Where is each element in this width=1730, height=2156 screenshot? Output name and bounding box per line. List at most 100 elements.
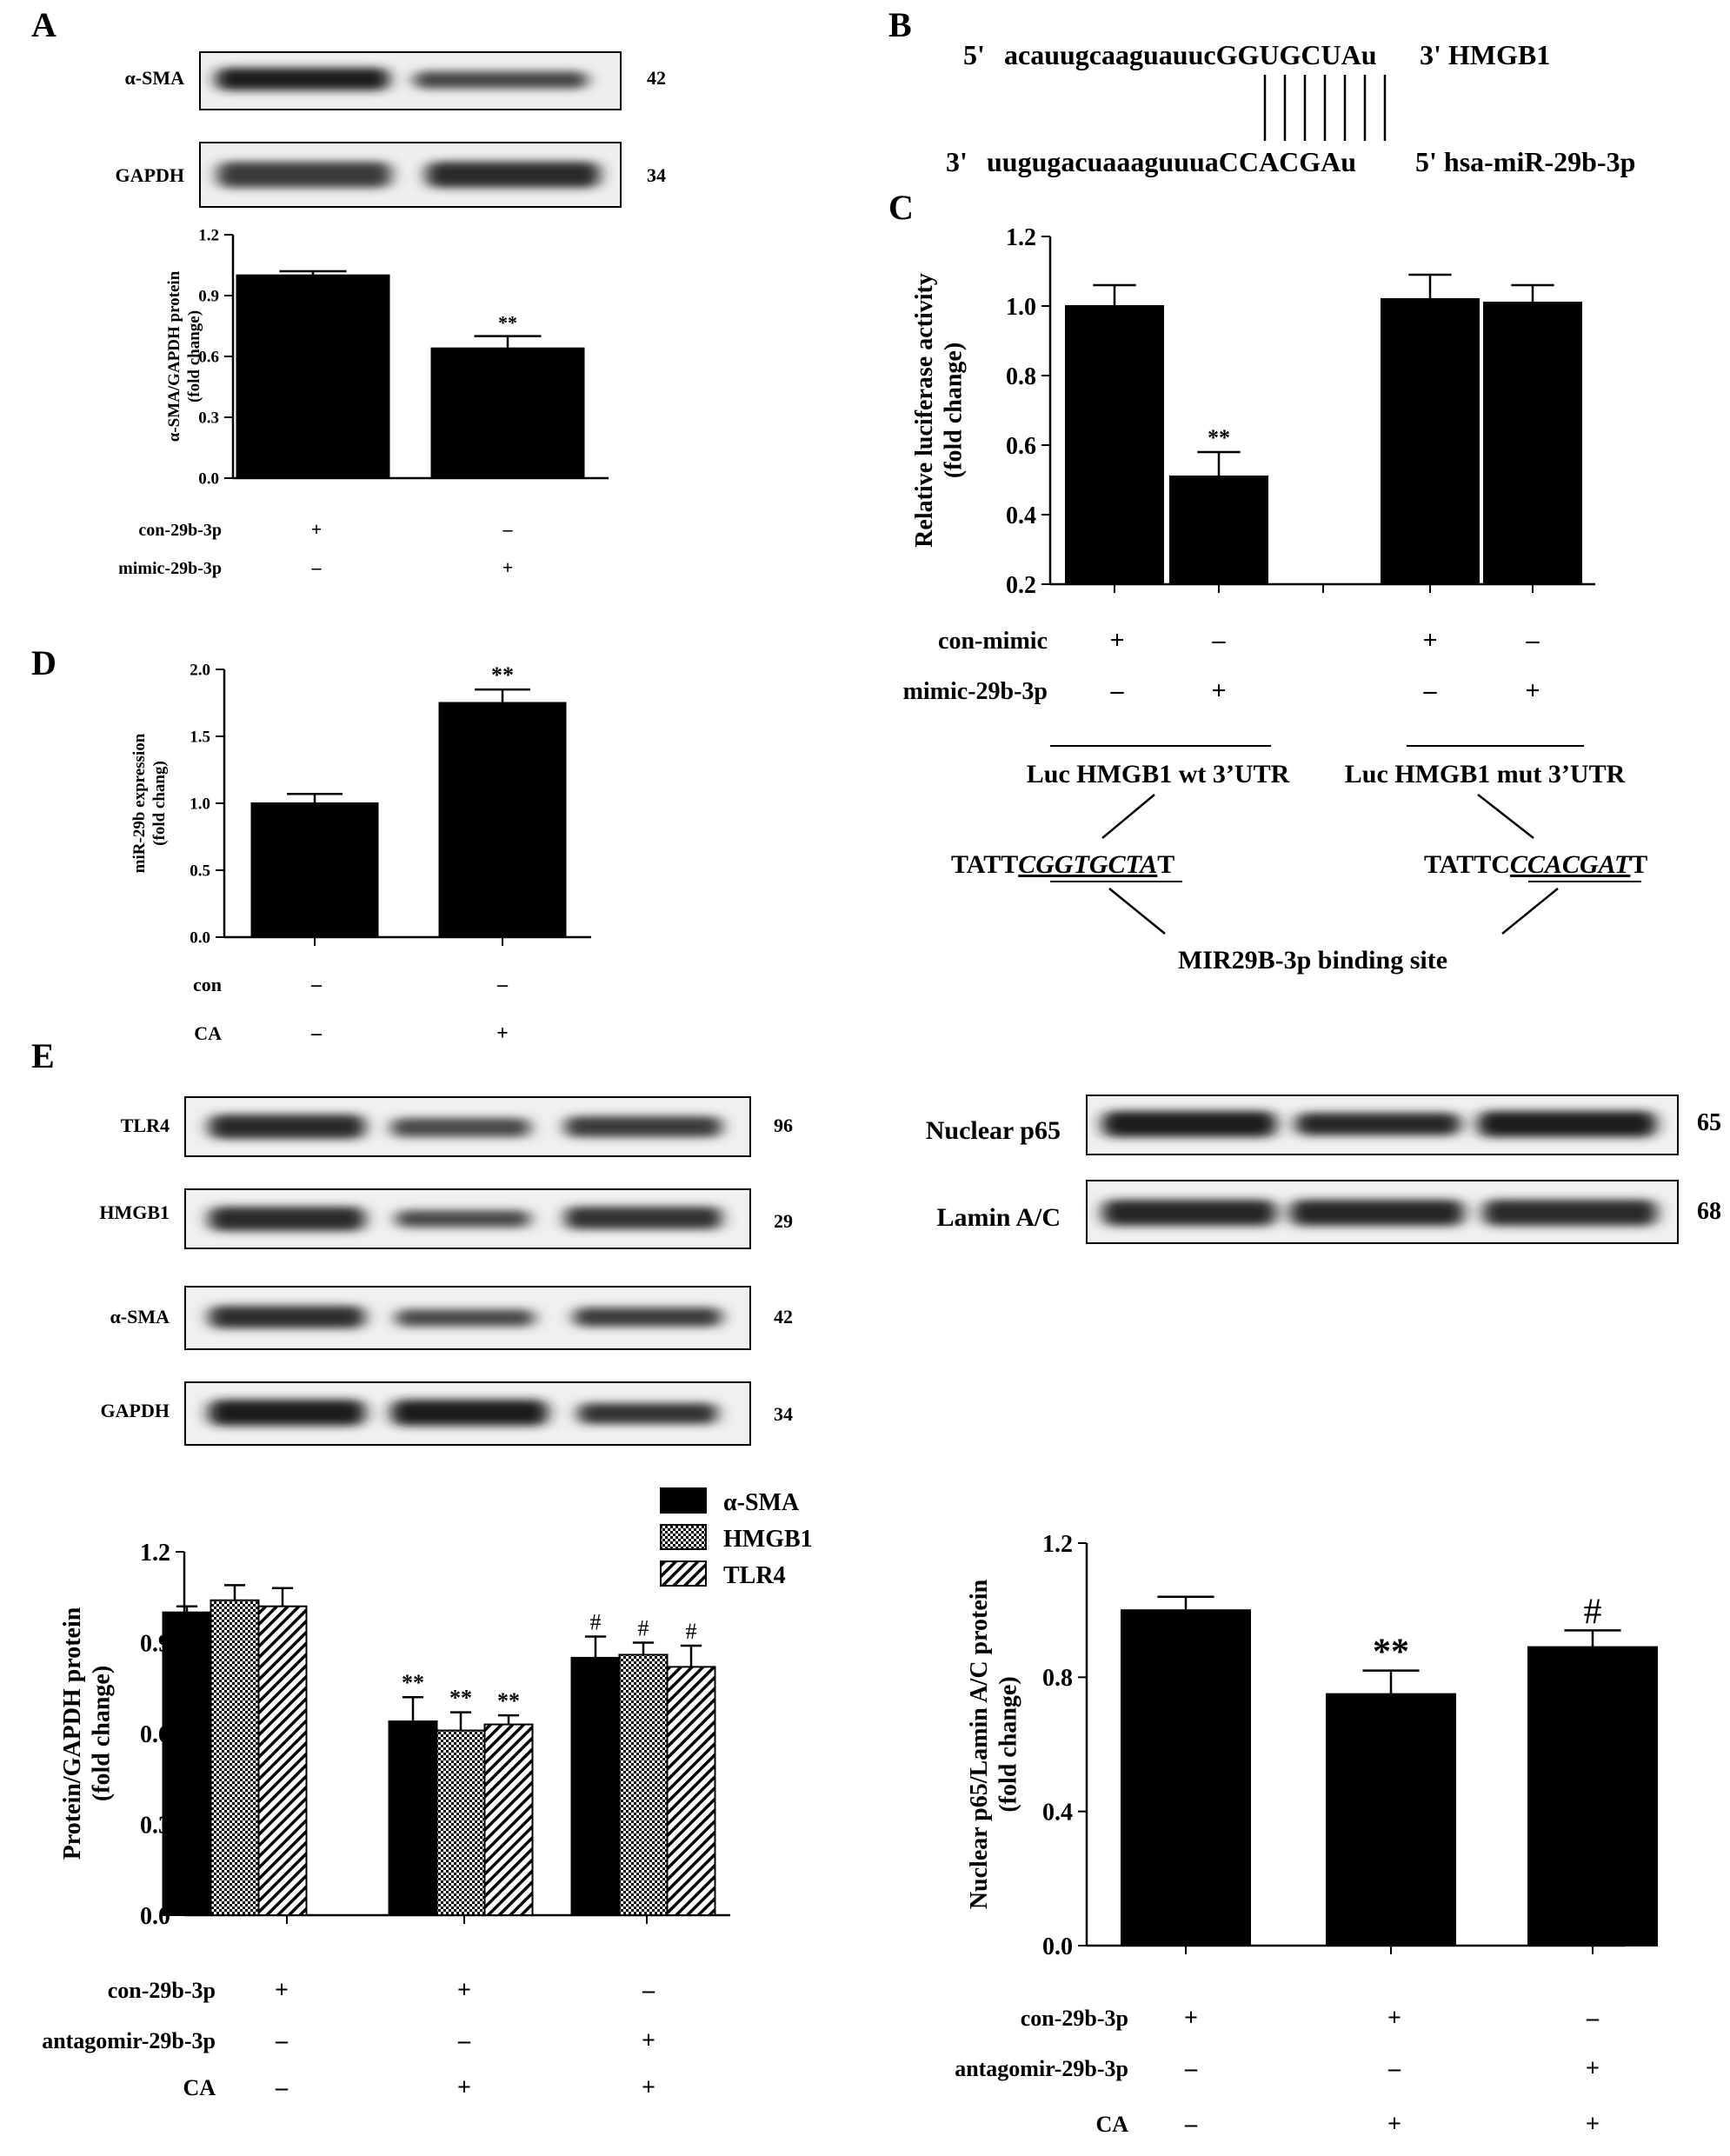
- significance-mark: **: [1373, 1633, 1409, 1673]
- blot-kda-p65: 65: [1697, 1109, 1721, 1136]
- condition-label: CA: [183, 2075, 216, 2100]
- condition-sign: +: [1387, 2005, 1401, 2032]
- bar-hmgb1: [436, 1729, 486, 1917]
- bar: [1121, 1609, 1251, 1946]
- blot-band-p65-3: [1478, 1111, 1656, 1137]
- y-tick-label: 2.0: [190, 662, 210, 680]
- condition-sign: +: [457, 2074, 471, 2101]
- y-tick-label: 0.8: [1006, 363, 1036, 390]
- y-tick-label: 0.9: [198, 288, 219, 306]
- significance-mark: #: [686, 1619, 697, 1644]
- condition-sign: +: [1109, 626, 1124, 655]
- bar: [1381, 298, 1480, 585]
- blot-band-hmgb1-1: [209, 1207, 365, 1231]
- panel-e-blots-left: TLR4 96 HMGB1 29 α-SMA 42 GAPDH: [99, 1096, 793, 1446]
- condition-sign: +: [1525, 676, 1540, 705]
- panel-a-chart: 0.0 0.3 0.6 0.9 1.2 α-SMA/GAPDH protein (fold …: [165, 227, 609, 489]
- blot-band-tlr4-3: [565, 1116, 722, 1137]
- blot-band-asma-2: [414, 71, 588, 89]
- significance-mark: #: [638, 1616, 649, 1641]
- condition-sign: +: [311, 518, 323, 540]
- mut-sequence: TATTCCCACGATT: [1424, 850, 1647, 879]
- condition-sign: –: [1387, 2055, 1401, 2082]
- y-tick-label: 1.0: [1006, 294, 1036, 321]
- y-axis-label-unit: (fold chang): [150, 761, 169, 846]
- condition-sign: –: [1526, 626, 1540, 655]
- y-tick-label: 0.6: [1006, 433, 1036, 460]
- condition-label: con-mimic: [938, 628, 1048, 655]
- condition-sign: –: [642, 1977, 655, 2004]
- condition-sign: –: [496, 974, 509, 996]
- condition-sign: +: [642, 2027, 655, 2054]
- blot-kda-asma: 42: [647, 67, 666, 89]
- condition-sign: –: [310, 1022, 323, 1045]
- y-axis-label: miR-29b expression: [130, 733, 149, 873]
- panel-e-left-legend: α-SMA HMGB1 TLR4: [660, 1487, 813, 1589]
- blot-label-asma: α-SMA: [125, 67, 185, 89]
- y-tick-label: 1.2: [140, 1540, 170, 1567]
- condition-label: con: [193, 974, 222, 995]
- seq-top-suffix: 3' HMGB1: [1420, 39, 1550, 70]
- blot-kda-hmgb1: 29: [774, 1210, 793, 1232]
- bar: [250, 802, 379, 938]
- condition-sign: –: [275, 2074, 289, 2101]
- bar-tlr4: [483, 1723, 534, 1917]
- blot-band-gapdh-e-2: [391, 1400, 548, 1426]
- blot-label-asma-e: α-SMA: [110, 1306, 170, 1328]
- bar: [430, 347, 585, 479]
- bar: [1483, 302, 1582, 585]
- y-tick-label: 0.8: [1042, 1665, 1073, 1692]
- panel-e-left-conditions: con-29b-3p + + – antagomir-29b-3p – – + CA – + +: [42, 1977, 655, 2101]
- y-tick-label: 0.0: [198, 470, 219, 489]
- seq-bottom: uugugacuaaaguuuaCCACGAu: [987, 146, 1356, 177]
- blot-kda-lamin: 68: [1697, 1198, 1721, 1225]
- y-tick-label: 1.0: [190, 795, 210, 814]
- condition-sign: +: [1422, 626, 1437, 655]
- blot-label-p65: Nuclear p65: [926, 1116, 1061, 1145]
- significance-mark: **: [402, 1670, 424, 1695]
- y-axis-label: Protein/GAPDH protein: [59, 1607, 86, 1860]
- panel-label-d: D: [31, 643, 57, 682]
- blot-band-asma-1: [216, 68, 389, 90]
- y-tick-label: 0.6: [198, 349, 219, 367]
- bar-asma: [162, 1611, 212, 1916]
- y-tick-label: 1.2: [1006, 224, 1036, 251]
- panel-c-chart: 0.2 0.4 0.6 0.8 1.0 1.2 Relative luciferase ac…: [911, 224, 1595, 599]
- legend-tlr4-label: TLR4: [723, 1562, 786, 1589]
- blot-label-tlr4: TLR4: [121, 1115, 170, 1136]
- bar-asma: [570, 1656, 621, 1916]
- legend-asma-label: α-SMA: [723, 1489, 800, 1516]
- condition-label: mimic-29b-3p: [118, 559, 222, 578]
- y-axis-label: Relative luciferase activity: [911, 273, 938, 548]
- condition-sign: –: [311, 556, 323, 578]
- blot-band-tlr4-2: [391, 1118, 530, 1137]
- seq-top-prefix: 5': [963, 39, 985, 70]
- significance-mark: #: [1584, 1592, 1602, 1632]
- blot-kda-gapdh-a: 34: [647, 164, 666, 186]
- significance-mark: **: [497, 1688, 520, 1713]
- condition-sign: +: [1387, 2111, 1401, 2138]
- seq-bottom-suffix: 5' hsa-miR-29b-3p: [1415, 146, 1635, 177]
- bar-asma: [388, 1720, 438, 1916]
- blot-kda-tlr4: 96: [774, 1115, 793, 1136]
- bar-tlr4: [257, 1605, 308, 1916]
- blot-band-asma-e-2: [396, 1309, 535, 1327]
- condition-sign: +: [1586, 2055, 1600, 2082]
- y-axis-label-unit: (fold change): [185, 310, 203, 403]
- condition-label: CA: [1095, 2112, 1128, 2137]
- blot-label-lamin: Lamin A/C: [936, 1203, 1061, 1232]
- significance-mark: #: [590, 1610, 602, 1635]
- blot-label-hmgb1: HMGB1: [99, 1201, 170, 1223]
- condition-sign: +: [457, 1977, 471, 2004]
- y-axis-label-unit: (fold change): [995, 1676, 1022, 1812]
- blot-band-gapdh-a-1: [217, 162, 391, 188]
- condition-sign: –: [1184, 2111, 1198, 2138]
- legend-hmgb1-swatch: [660, 1524, 707, 1550]
- panel-a-blots: α-SMA 42 GAPDH 34: [116, 51, 666, 208]
- panel-label-b: B: [888, 5, 912, 44]
- condition-sign: +: [1211, 676, 1226, 705]
- condition-label: con-29b-3p: [108, 1978, 216, 2003]
- group-label-mut: Luc HMGB1 mut 3’UTR: [1345, 760, 1626, 789]
- condition-sign: –: [275, 2027, 289, 2054]
